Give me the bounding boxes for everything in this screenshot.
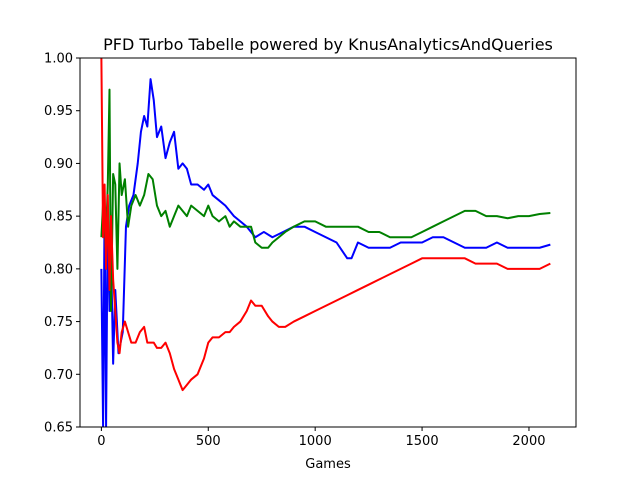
axes-frame bbox=[79, 57, 577, 428]
x-tick-label: 0 bbox=[97, 434, 105, 449]
y-tick-label: 0.95 bbox=[44, 104, 73, 119]
y-tick-label: 0.80 bbox=[44, 262, 73, 277]
x-tick-label: 500 bbox=[196, 434, 221, 449]
series-layer bbox=[100, 58, 551, 427]
chart-title: PFD Turbo Tabelle powered by KnusAnalyti… bbox=[103, 35, 553, 54]
y-tick-label: 0.90 bbox=[44, 157, 73, 172]
y-tick-label: 0.75 bbox=[44, 315, 73, 330]
y-tick-label: 0.85 bbox=[44, 210, 73, 225]
x-tick-label: 1000 bbox=[299, 434, 332, 449]
series-line-2 bbox=[100, 88, 551, 313]
series-line-3 bbox=[100, 58, 551, 392]
x-tick-label: 2000 bbox=[512, 434, 545, 449]
y-tick-label: 0.70 bbox=[44, 368, 73, 383]
axes-layer: 0 500 1000 1500 2000 0.65 0.70 0.75 0.80 0.85 0.90… bbox=[44, 52, 577, 449]
x-tick-label: 1500 bbox=[406, 434, 439, 449]
x-axis-label: Games bbox=[305, 457, 351, 472]
y-tick-label: 1.00 bbox=[44, 52, 73, 67]
y-tick-label: 0.65 bbox=[44, 421, 73, 436]
